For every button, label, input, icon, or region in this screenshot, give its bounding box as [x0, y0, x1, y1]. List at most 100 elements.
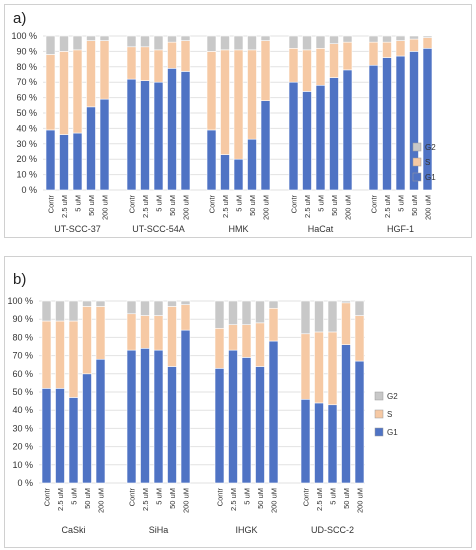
category-label: 5 uM — [397, 195, 406, 212]
panel-label-a: a) — [13, 10, 27, 27]
bar-g1 — [99, 98, 110, 191]
bar-g2 — [82, 300, 92, 307]
category-label: 50 uM — [342, 488, 351, 509]
legend-swatch-s — [374, 409, 384, 419]
category-label: Contr — [208, 195, 217, 214]
bar-g1 — [140, 80, 150, 191]
bar-g1 — [354, 360, 365, 484]
bar-g1 — [167, 68, 177, 191]
bar-g1 — [68, 397, 79, 484]
bar-g2 — [59, 35, 69, 52]
bar-s — [247, 49, 257, 140]
bar-s — [167, 306, 177, 367]
bar-g2 — [99, 35, 110, 41]
bar-g1 — [260, 100, 271, 191]
group-label: HMK — [229, 224, 249, 234]
bar-g2 — [342, 35, 353, 43]
bar-g1 — [422, 48, 433, 191]
category-label: 50 uM — [248, 195, 257, 216]
bar-s — [220, 49, 230, 155]
bar-s — [140, 46, 150, 81]
bar-g1 — [288, 81, 299, 191]
category-label: 50 uM — [410, 195, 419, 216]
bar-s — [82, 306, 92, 375]
y-tick-label: 80 % — [16, 62, 37, 72]
bar-s — [327, 331, 338, 406]
bar-g1 — [409, 51, 419, 191]
chart-b: 0 % 10 % 20 % 30 % 40 % 50 % 60 % 70 % 80 % 90 % 1… — [7, 296, 398, 535]
legend-swatch-g2 — [374, 391, 384, 401]
legend-swatch-s — [412, 157, 422, 167]
bar-g1 — [327, 404, 338, 484]
group-label: HGF-1 — [387, 224, 414, 234]
category-label: 5 uM — [317, 195, 326, 212]
category-label: Contr — [128, 488, 137, 507]
y-tick-label: 0 % — [17, 478, 33, 488]
bar-g1 — [82, 373, 92, 484]
bar-s — [300, 333, 311, 400]
bar-s — [86, 40, 96, 108]
category-label: 200 uM — [270, 488, 279, 513]
bar-s — [341, 302, 351, 345]
bar-s — [342, 41, 353, 71]
legend-swatch-g1 — [412, 172, 422, 182]
group-label: IHGK — [235, 525, 257, 535]
bar-g1 — [126, 349, 137, 484]
bar-g2 — [167, 300, 177, 307]
group-label: UT-SCC-54A — [132, 224, 185, 234]
bar-s — [153, 49, 164, 83]
bar-g1 — [368, 64, 379, 191]
bar-g2 — [314, 300, 324, 333]
group-label: UD-SCC-2 — [311, 525, 354, 535]
bar-s — [422, 37, 433, 49]
bar-g1 — [153, 81, 164, 191]
bar-g2 — [268, 300, 279, 309]
category-label: 50 uM — [330, 195, 339, 216]
bar-s — [409, 38, 419, 52]
bar-g2 — [72, 35, 83, 51]
legend-label-g1: G1 — [425, 173, 436, 182]
bar-g2 — [55, 300, 65, 322]
bar-s — [368, 41, 379, 66]
bar-g2 — [68, 300, 79, 322]
bar-g1 — [329, 77, 339, 191]
bar-g2 — [140, 35, 150, 48]
bar-g2 — [341, 300, 351, 304]
group-label: SiHa — [149, 525, 169, 535]
category-label: 2.5 uM — [141, 488, 150, 511]
bar-g2 — [327, 300, 338, 333]
bar-s — [228, 324, 238, 351]
category-label: 2.5 uM — [303, 195, 312, 218]
group-label: UT-SCC-37 — [54, 224, 101, 234]
bar-s — [68, 320, 79, 398]
y-tick-label: 30 % — [12, 423, 33, 433]
legend-label-s: S — [387, 410, 392, 419]
category-label: 5 uM — [235, 195, 244, 212]
bar-g1 — [126, 78, 137, 191]
bar-g2 — [233, 35, 244, 51]
category-label: Contr — [47, 195, 56, 214]
category-label: 2.5 uM — [221, 195, 230, 218]
category-label: 50 uM — [87, 195, 96, 216]
bar-g2 — [241, 300, 252, 325]
bar-s — [167, 41, 177, 69]
y-tick-label: 100 % — [7, 296, 33, 306]
bar-g2 — [41, 300, 52, 322]
bar-g2 — [228, 300, 238, 325]
category-label: 2.5 uM — [383, 195, 392, 218]
bar-s — [395, 40, 406, 57]
category-label: 200 uM — [101, 195, 110, 220]
bar-g2 — [95, 300, 106, 307]
bar-g1 — [153, 349, 164, 484]
bar-g1 — [395, 55, 406, 191]
category-label: 2.5 uM — [60, 195, 69, 218]
category-label: 5 uM — [243, 488, 252, 505]
bar-g1 — [214, 368, 225, 484]
category-label: Contr — [216, 488, 225, 507]
bar-g2 — [382, 35, 392, 43]
bar-s — [268, 307, 279, 342]
bar-s — [315, 48, 326, 86]
y-tick-label: 100 % — [11, 31, 37, 41]
bar-s — [288, 48, 299, 83]
bar-g2 — [354, 300, 365, 316]
